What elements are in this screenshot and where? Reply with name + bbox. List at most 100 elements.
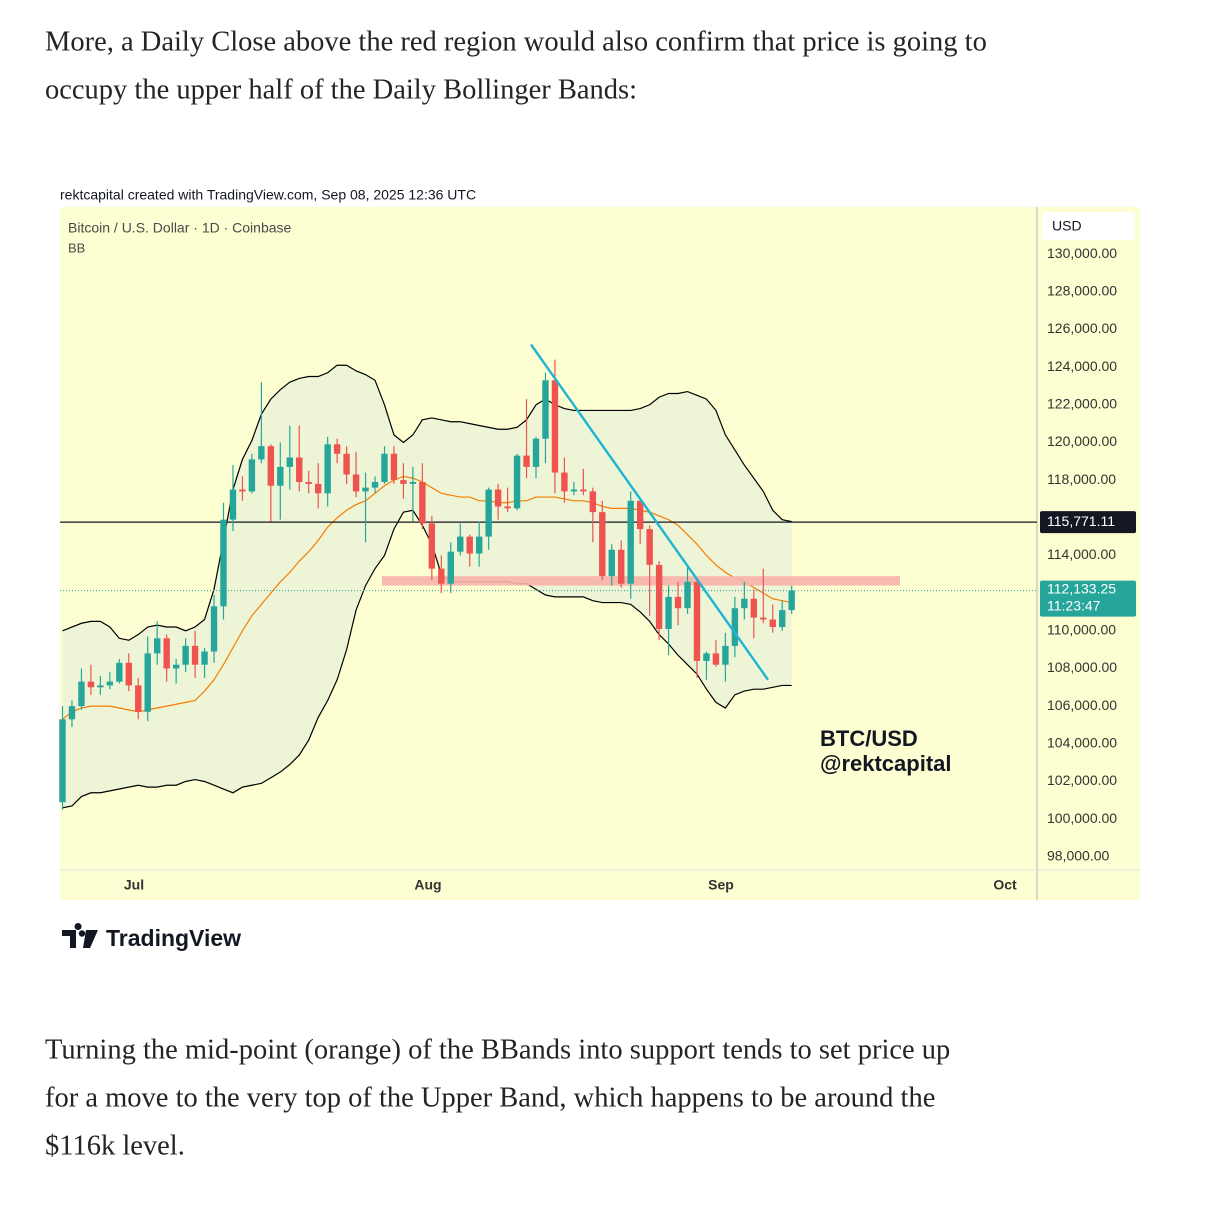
time-axis (60, 870, 1037, 900)
candle-body (788, 590, 795, 611)
y-tick-label: 120,000.00 (1047, 433, 1117, 449)
candle-body (333, 444, 341, 454)
paragraph-line: $116k level. (45, 1131, 185, 1162)
resistance-zone (382, 576, 900, 586)
candle-body (438, 568, 445, 584)
candle-body (769, 619, 776, 628)
image-caption: rektcapital created with TradingView.com… (60, 187, 476, 203)
candle-body (182, 645, 189, 665)
candle-body (343, 453, 350, 475)
y-tick-label: 106,000.00 (1047, 697, 1117, 713)
brand-icon (62, 923, 98, 948)
candle-body (428, 523, 436, 569)
y-tick-label: 110,000.00 (1047, 621, 1116, 637)
x-tick-label: Aug (414, 877, 441, 893)
candle-body (59, 719, 66, 803)
candle-body (599, 512, 606, 577)
candle-body (172, 664, 180, 669)
candle-body (258, 446, 265, 460)
paragraph-line: occupy the upper half of the Daily Bolli… (45, 75, 637, 106)
candle-body (324, 444, 331, 494)
candle-body (485, 489, 492, 537)
candle-body (125, 662, 132, 686)
candle-body (570, 489, 578, 492)
brand-icon-dot (78, 930, 86, 937)
candle-body (286, 457, 293, 467)
y-tick-label: 100,000.00 (1047, 810, 1117, 826)
candle-body (542, 380, 549, 439)
y-tick-label: 98,000.00 (1047, 848, 1109, 864)
candle-body (296, 457, 303, 482)
candle-body (68, 706, 76, 720)
candle-body (627, 500, 634, 584)
y-tick-label: 102,000.00 (1047, 772, 1117, 788)
y-tick-label: 122,000.00 (1047, 395, 1117, 411)
paragraph-line: More, a Daily Close above the red region… (45, 27, 987, 58)
candle-body (116, 662, 123, 682)
y-tick-label: 108,000.00 (1047, 659, 1117, 675)
middle-band (62, 475, 792, 720)
watermark: @rektcapital (820, 751, 952, 776)
hline-label-box (1040, 511, 1136, 534)
countdown-label: 11:23:47 (1047, 597, 1101, 613)
candle-body (352, 474, 360, 492)
candle-body (381, 453, 388, 482)
candle-body (618, 549, 625, 584)
price-label: 112,133.25 (1047, 580, 1116, 596)
y-tick-label: 118,000.00 (1047, 471, 1116, 487)
band-fill (62, 365, 792, 808)
candle-body (106, 681, 114, 686)
candle-body (475, 536, 483, 554)
candle-body (589, 491, 597, 513)
candle-body (135, 685, 142, 712)
candle-body (371, 481, 379, 488)
candle-body (466, 536, 473, 554)
candle-body (220, 519, 227, 607)
currency-box (1042, 212, 1135, 240)
candle-body (561, 472, 568, 492)
candle-body (741, 598, 748, 609)
candle-body (684, 581, 691, 609)
y-tick-label: 114,000.00 (1047, 546, 1116, 562)
candle-body (229, 489, 237, 520)
hline-label: 115,771.11 (1047, 513, 1115, 529)
candle-body (532, 438, 540, 467)
candle-body (144, 653, 151, 712)
y-tick-label: 126,000.00 (1047, 320, 1117, 336)
x-tick-label: Sep (708, 877, 734, 893)
candle-body (305, 481, 312, 484)
candle-body (409, 481, 417, 484)
candle-body (78, 681, 85, 707)
candle-body (362, 487, 369, 492)
candle-body (693, 581, 701, 661)
candle-body (314, 483, 322, 494)
candle-body (191, 645, 199, 665)
candle-body (636, 500, 644, 530)
candle-body (87, 681, 95, 688)
candle-body (267, 446, 275, 486)
watermark: BTC/USD (820, 726, 918, 751)
indicator-label: BB (68, 240, 85, 255)
candle-body (457, 536, 464, 552)
candle-body (731, 608, 739, 646)
candle-body (447, 551, 454, 584)
candle-body (201, 651, 208, 665)
candle-body (513, 455, 521, 509)
candle-body (665, 596, 672, 629)
candle-body (580, 489, 587, 492)
x-tick-label: Jul (124, 877, 144, 893)
candle-body (400, 480, 407, 484)
upper-band (62, 364, 792, 641)
y-tick-label: 130,000.00 (1047, 245, 1117, 261)
candle-body (750, 598, 758, 618)
candle-body (703, 653, 710, 661)
candle-body (97, 685, 104, 688)
trendline (530, 343, 769, 681)
candle-body (494, 489, 502, 507)
y-tick-label: 128,000.00 (1047, 282, 1117, 298)
symbol-label: Bitcoin / U.S. Dollar · 1D · Coinbase (68, 220, 292, 236)
x-tick-label: Oct (993, 877, 1017, 893)
candle-body (523, 455, 530, 467)
